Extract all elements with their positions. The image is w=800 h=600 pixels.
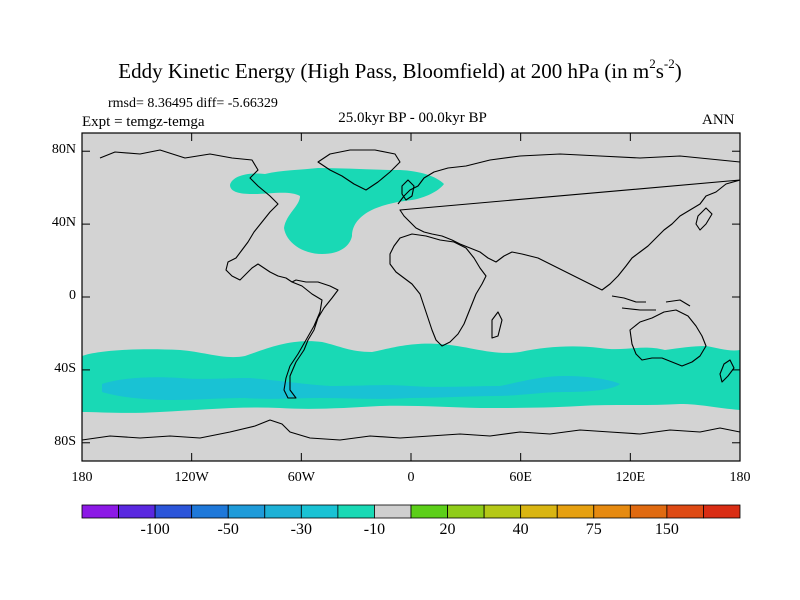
colorbar-box: [300, 504, 339, 519]
colorbar-box: [520, 504, 558, 519]
time-subtitle: 25.0kyr BP - 00.0kyr BP: [338, 110, 487, 126]
uk-coast: [401, 179, 415, 201]
plot-title: Eddy Kinetic Energy (High Pass, Bloomfie…: [0, 56, 800, 84]
colorbar-box: [629, 504, 668, 519]
lat-label: 80S: [54, 433, 76, 449]
madagascar-coast: [491, 311, 503, 339]
colorbar-box: [483, 504, 522, 519]
new-zealand-coast: [719, 359, 735, 383]
colorbar-label: -30: [290, 521, 312, 538]
lon-label: 120E: [615, 470, 646, 485]
lon-label: 180: [71, 470, 93, 485]
experiment-label: Expt = temgz-temga: [82, 114, 205, 130]
colorbar-box: [447, 504, 485, 519]
colorbar-label: 75: [585, 521, 602, 538]
greenland-coast: [317, 149, 401, 191]
indonesia-coast: [611, 295, 691, 311]
title-sup-2: -2: [663, 56, 675, 71]
north-america-coast: [99, 149, 293, 283]
north-atlantic-eddy-decrease-region: [230, 168, 444, 254]
stats-text: rmsd= 8.36495 diff= -5.66329: [108, 96, 278, 111]
lon-label: 0: [407, 470, 415, 485]
title-mid: s: [655, 59, 664, 83]
antarctica-coast: [82, 419, 740, 441]
colorbar: [81, 504, 741, 519]
lat-label: 0: [69, 288, 76, 303]
lat-label: 40N: [51, 215, 76, 231]
southern-ocean-eddy-decrease-region: [82, 341, 740, 413]
colorbar-box: [666, 504, 704, 519]
eddy-field-shading: [82, 168, 740, 413]
colorbar-box: [81, 504, 119, 519]
south-america-coast: [283, 279, 339, 399]
axis-ticks: [81, 133, 741, 461]
colorbar-box: [191, 504, 229, 519]
title-main: Eddy Kinetic Energy (High Pass, Bloomfie…: [118, 59, 650, 83]
japan-coast: [695, 207, 713, 231]
colorbar-box: [264, 504, 302, 519]
colorbar-label: -100: [140, 521, 170, 538]
colorbar-box: [593, 504, 631, 519]
lon-label: 60W: [287, 470, 315, 485]
colorbar-label: -50: [217, 521, 239, 538]
australia-coast: [629, 309, 707, 367]
colorbar-label: 40: [512, 521, 529, 538]
lon-label: 60E: [509, 470, 532, 485]
colorbar-box: [410, 504, 448, 519]
colorbar-label: 150: [654, 521, 679, 538]
colorbar-box: [374, 504, 412, 519]
season-label: ANN: [702, 112, 735, 128]
colorbar-label: 20: [439, 521, 456, 538]
colorbar-box: [227, 504, 266, 519]
title-sup-1: 2: [649, 56, 656, 71]
colorbar-box: [337, 504, 375, 519]
colorbar-box: [154, 504, 193, 519]
coastlines: [82, 149, 740, 441]
colorbar-label: -10: [363, 521, 386, 538]
lat-label: 80N: [51, 142, 76, 158]
lon-label: 180: [729, 470, 751, 485]
lat-label: 40S: [54, 360, 76, 376]
africa-coast: [389, 233, 487, 347]
title-close: ): [674, 59, 682, 83]
colorbar-box: [556, 504, 595, 519]
colorbar-box: [703, 504, 741, 519]
colorbar-box: [118, 504, 156, 519]
lon-label: 120W: [174, 470, 209, 485]
southern-ocean-eddy-core-region: [102, 376, 620, 400]
